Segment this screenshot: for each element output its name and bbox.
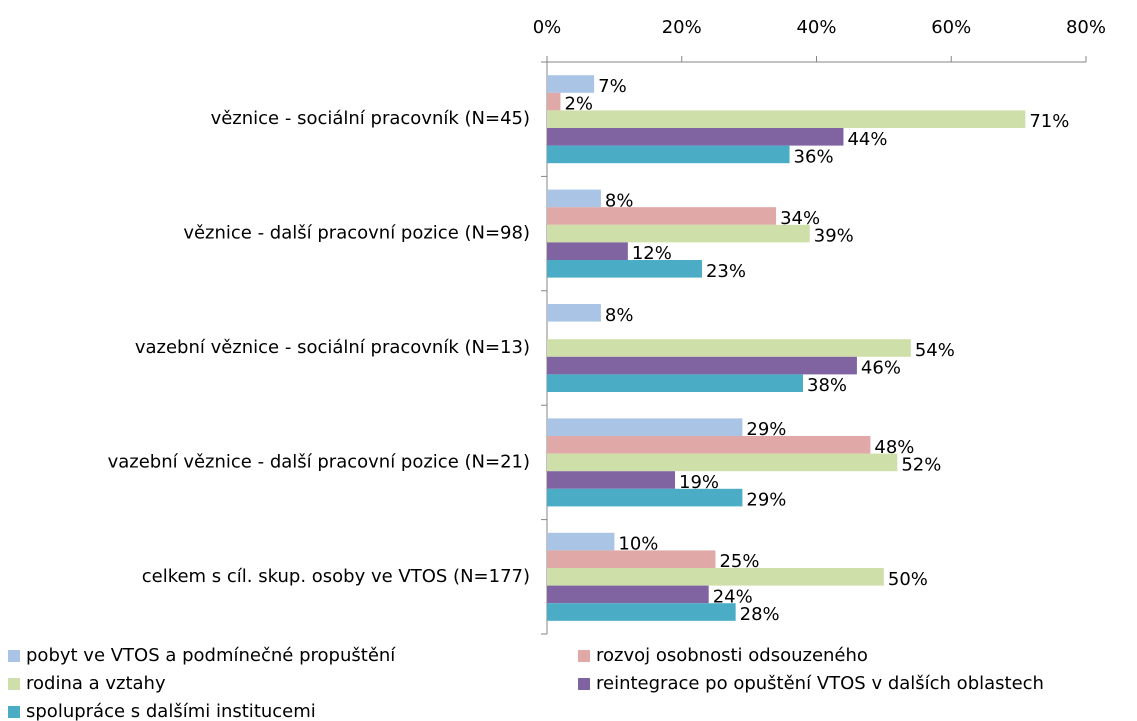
value-label: 50%	[888, 569, 928, 590]
value-label: 25%	[719, 551, 759, 572]
x-tick-label: 20%	[662, 17, 702, 38]
bar	[547, 471, 676, 489]
y-tick-label: věznice - další pracovní pozice (N=98)	[183, 223, 530, 244]
value-label: 34%	[780, 208, 820, 229]
bar	[547, 550, 716, 568]
bar	[547, 260, 702, 278]
value-label: 28%	[740, 604, 780, 625]
bar	[547, 356, 857, 375]
legend-swatch	[8, 650, 20, 662]
value-label: 8%	[605, 190, 634, 211]
bar	[547, 585, 709, 604]
x-tick-label: 80%	[1066, 17, 1106, 38]
value-label: 10%	[618, 534, 658, 555]
bar	[547, 568, 884, 586]
bar	[547, 224, 810, 243]
bar	[547, 145, 790, 164]
value-label: 24%	[713, 586, 753, 607]
bar	[547, 189, 601, 208]
bar	[547, 339, 911, 357]
bar	[547, 110, 1026, 128]
value-label: 19%	[679, 472, 719, 493]
value-label: 39%	[814, 226, 854, 247]
value-label: 2%	[564, 94, 593, 115]
bar	[547, 207, 777, 225]
value-label: 46%	[861, 358, 901, 379]
value-label: 29%	[746, 490, 786, 511]
legend-swatch	[578, 678, 590, 690]
value-label: 52%	[901, 454, 941, 475]
legend-swatch	[8, 678, 20, 690]
value-label: 23%	[706, 261, 746, 282]
bar	[547, 436, 871, 454]
value-label: 29%	[746, 419, 786, 440]
x-tick-label: 60%	[931, 17, 971, 38]
legend-label: rozvoj osobnosti odsouzeného	[596, 645, 868, 666]
legend-label: reintegrace po opuštění VTOS v dalších o…	[596, 673, 1044, 694]
legend-swatch	[8, 706, 20, 718]
legend-label: spolupráce s dalšími institucemi	[26, 701, 316, 721]
legend-label: pobyt ve VTOS a podmínečné propuštění	[26, 645, 396, 666]
value-label: 36%	[794, 146, 834, 167]
value-label: 8%	[605, 305, 634, 326]
value-label: 12%	[632, 243, 672, 264]
y-tick-label: celkem s cíl. skup. osoby ve VTOS (N=177…	[142, 566, 530, 587]
bar	[547, 532, 615, 551]
value-label: 38%	[807, 375, 847, 396]
bar	[547, 242, 628, 260]
bar	[547, 92, 561, 111]
value-label: 7%	[598, 76, 627, 97]
value-label: 71%	[1029, 111, 1069, 132]
legend-swatch	[578, 650, 590, 662]
bar	[547, 418, 743, 436]
x-tick-label: 0%	[533, 17, 562, 38]
value-label: 54%	[915, 340, 955, 361]
y-tick-label: vazební věznice - další pracovní pozice …	[108, 451, 530, 472]
legend-label: rodina a vztahy	[26, 673, 166, 694]
bar	[547, 453, 898, 472]
value-label: 48%	[874, 437, 914, 458]
bar	[547, 374, 804, 392]
value-label: 44%	[847, 129, 887, 150]
bar	[547, 128, 844, 146]
x-tick-label: 40%	[796, 17, 836, 38]
bar	[547, 488, 743, 507]
y-tick-label: vazební věznice - sociální pracovník (N=…	[135, 337, 530, 358]
bar	[547, 304, 601, 322]
bar	[547, 603, 736, 621]
y-tick-label: věznice - sociální pracovník (N=45)	[211, 108, 530, 129]
bar	[547, 75, 595, 93]
